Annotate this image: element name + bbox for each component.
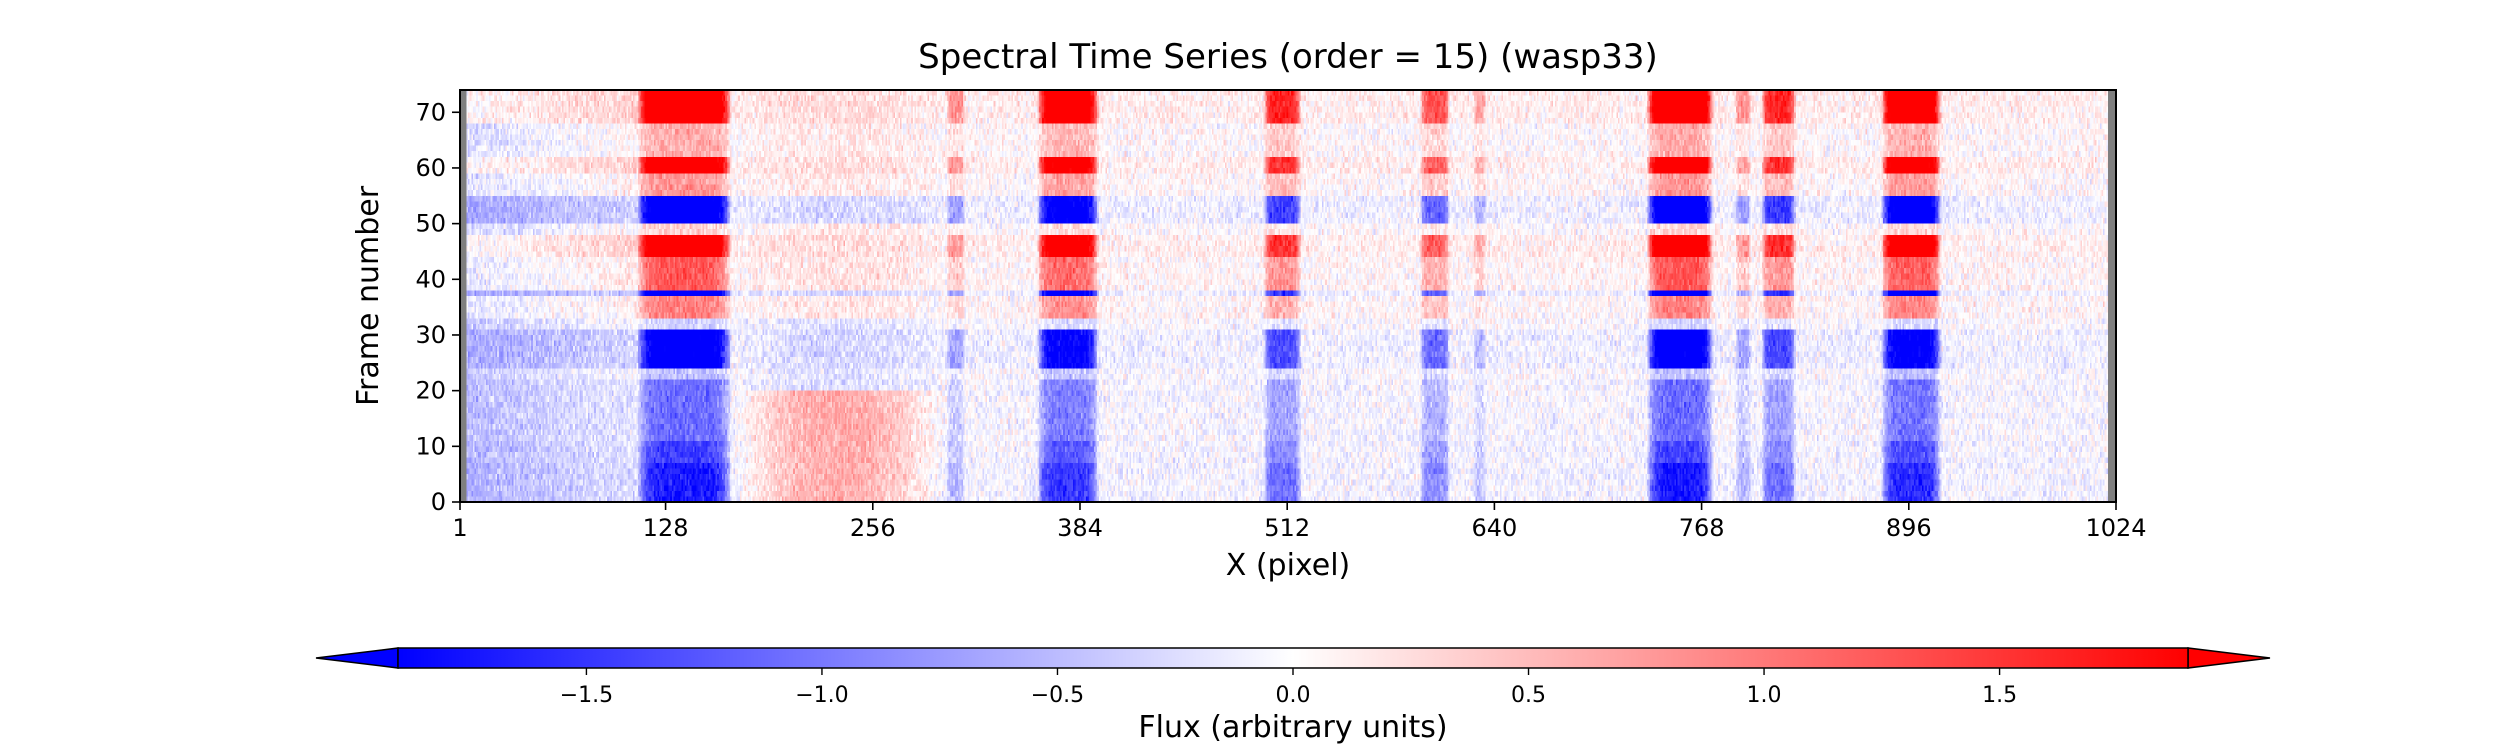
y-tick-label: 50 [415, 210, 446, 238]
x-axis: 1 128 256 384 512 640 768 896 1024 [452, 502, 2147, 542]
y-tick-label: 30 [415, 321, 446, 349]
chart-title: Spectral Time Series (order = 15) (wasp3… [918, 37, 1658, 77]
x-tick-label: 512 [1264, 514, 1310, 542]
y-tick-label: 60 [415, 154, 446, 182]
heatmap-image [460, 90, 2116, 502]
heatmap [460, 90, 2116, 502]
colorbar-tick-label: −1.5 [560, 683, 613, 708]
colorbar-tick-label: −0.5 [1031, 683, 1084, 708]
x-tick-label: 256 [850, 514, 896, 542]
plot-frame [459, 89, 2117, 503]
x-tick-label: 768 [1679, 514, 1725, 542]
colorbar: −1.5 −1.0 −0.5 0.0 0.5 1.0 1.5 Flux (arbitrary… [315, 647, 2271, 745]
x-tick-label: 1 [452, 514, 467, 542]
colorbar-tick-label: 0.5 [1511, 683, 1546, 708]
y-tick-label: 0 [431, 488, 446, 516]
colorbar-tick-label: −1.0 [795, 683, 848, 708]
y-tick-label: 40 [415, 265, 446, 293]
colorbar-label: Flux (arbitrary units) [1138, 710, 1447, 745]
colorbar-extend-low [315, 647, 399, 669]
x-tick-label: 128 [643, 514, 689, 542]
colorbar-ticks: −1.5 −1.0 −0.5 0.0 0.5 1.0 1.5 [560, 668, 2017, 708]
colorbar-extend-high [2187, 647, 2271, 669]
x-tick-label: 1024 [2085, 514, 2146, 542]
y-axis: 0 10 20 30 40 50 60 70 [415, 98, 460, 516]
x-tick-label: 896 [1886, 514, 1932, 542]
colorbar-tick-label: 1.0 [1747, 683, 1782, 708]
colorbar-tick-label: 0.0 [1276, 683, 1311, 708]
x-tick-label: 384 [1057, 514, 1103, 542]
colorbar-tick-label: 1.5 [1982, 683, 2017, 708]
x-tick-label: 640 [1471, 514, 1517, 542]
colorbar-gradient [397, 647, 2189, 669]
y-tick-label: 20 [415, 377, 446, 405]
y-tick-label: 70 [415, 98, 446, 126]
y-axis-label: Frame number [351, 185, 386, 406]
x-axis-label: X (pixel) [1226, 548, 1351, 583]
y-tick-label: 10 [415, 432, 446, 460]
